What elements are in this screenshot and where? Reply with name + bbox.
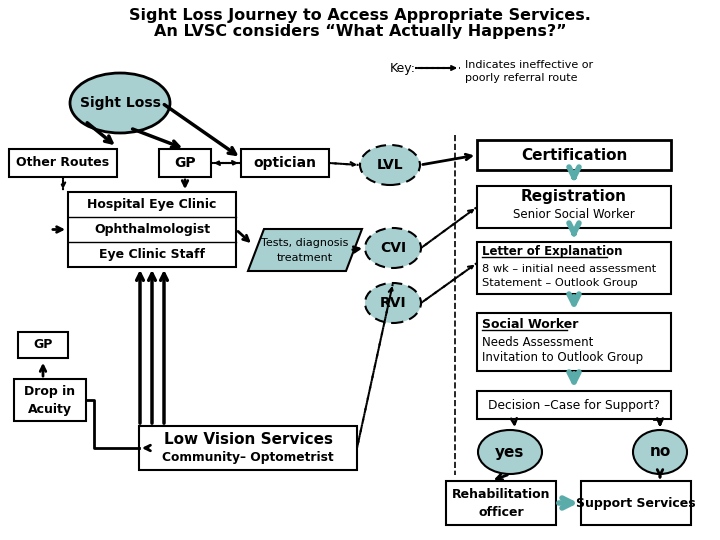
Text: Low Vision Services: Low Vision Services: [163, 431, 333, 447]
FancyBboxPatch shape: [139, 426, 357, 470]
FancyBboxPatch shape: [241, 149, 329, 177]
Ellipse shape: [365, 283, 421, 323]
Text: Senior Social Worker: Senior Social Worker: [513, 208, 635, 221]
Text: Needs Assessment: Needs Assessment: [482, 336, 593, 349]
Text: Other Routes: Other Routes: [17, 157, 109, 170]
Text: officer: officer: [478, 505, 524, 518]
Ellipse shape: [70, 73, 170, 133]
Text: Acuity: Acuity: [28, 402, 72, 415]
Ellipse shape: [478, 430, 542, 474]
Text: Decision –Case for Support?: Decision –Case for Support?: [488, 399, 660, 411]
Text: no: no: [649, 444, 670, 460]
FancyBboxPatch shape: [159, 149, 211, 177]
Text: Sight Loss: Sight Loss: [80, 96, 161, 110]
Text: RVI: RVI: [379, 296, 406, 310]
Text: Tests, diagnosis: Tests, diagnosis: [261, 238, 348, 248]
Text: Eye Clinic Staff: Eye Clinic Staff: [99, 248, 205, 261]
Text: Statement – Outlook Group: Statement – Outlook Group: [482, 278, 638, 288]
Text: treatment: treatment: [277, 253, 333, 263]
FancyBboxPatch shape: [477, 186, 671, 228]
Text: yes: yes: [495, 444, 525, 460]
Text: Certification: Certification: [521, 147, 627, 163]
FancyBboxPatch shape: [18, 332, 68, 358]
Text: Hospital Eye Clinic: Hospital Eye Clinic: [87, 198, 217, 211]
FancyBboxPatch shape: [581, 481, 691, 525]
Text: Key:: Key:: [390, 62, 416, 75]
Text: Social Worker: Social Worker: [482, 318, 578, 330]
Text: Community– Optometrist: Community– Optometrist: [162, 450, 334, 463]
Text: poorly referral route: poorly referral route: [465, 73, 577, 83]
Ellipse shape: [633, 430, 687, 474]
Text: optician: optician: [253, 156, 317, 170]
Text: CVI: CVI: [380, 241, 406, 255]
Text: Rehabilitation: Rehabilitation: [451, 488, 550, 501]
Text: GP: GP: [33, 339, 53, 352]
Ellipse shape: [360, 145, 420, 185]
Text: An LVSC considers “What Actually Happens?”: An LVSC considers “What Actually Happens…: [153, 24, 567, 39]
FancyBboxPatch shape: [477, 242, 671, 294]
Text: Drop in: Drop in: [24, 384, 76, 397]
Polygon shape: [248, 229, 362, 271]
Text: GP: GP: [174, 156, 196, 170]
Text: Indicates ineffective or: Indicates ineffective or: [465, 60, 593, 70]
Text: Support Services: Support Services: [576, 496, 696, 510]
Text: LVL: LVL: [377, 158, 403, 172]
FancyBboxPatch shape: [68, 192, 236, 267]
FancyBboxPatch shape: [446, 481, 556, 525]
Text: Registration: Registration: [521, 190, 627, 205]
Text: Invitation to Outlook Group: Invitation to Outlook Group: [482, 350, 643, 363]
FancyBboxPatch shape: [9, 149, 117, 177]
Text: Ophthalmologist: Ophthalmologist: [94, 223, 210, 236]
FancyBboxPatch shape: [14, 379, 86, 421]
Text: Sight Loss Journey to Access Appropriate Services.: Sight Loss Journey to Access Appropriate…: [129, 8, 591, 23]
Text: 8 wk – initial need assessment: 8 wk – initial need assessment: [482, 264, 656, 274]
FancyBboxPatch shape: [477, 391, 671, 419]
Text: Letter of Explanation: Letter of Explanation: [482, 246, 623, 259]
FancyBboxPatch shape: [477, 140, 671, 170]
Ellipse shape: [365, 228, 421, 268]
FancyBboxPatch shape: [477, 313, 671, 371]
